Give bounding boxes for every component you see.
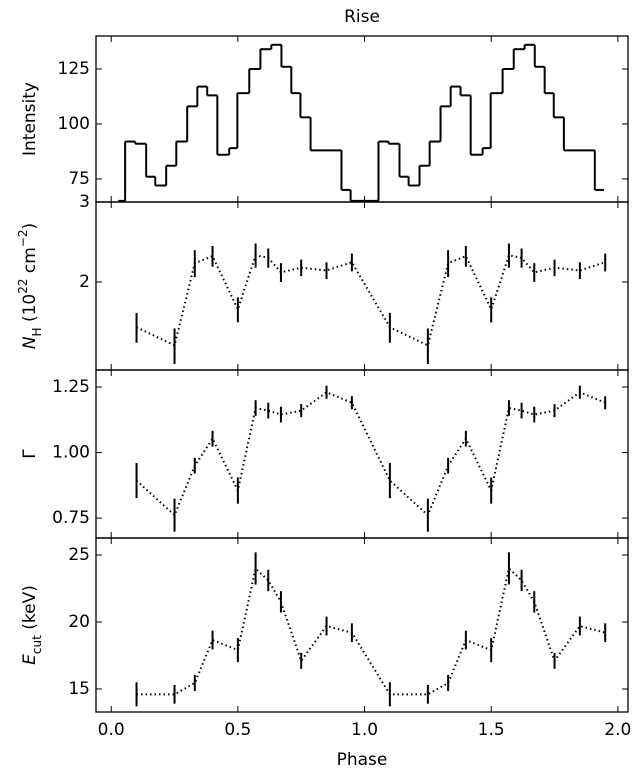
x-axis-label: Phase bbox=[337, 750, 388, 770]
dotted-line bbox=[136, 566, 606, 696]
panel-frame bbox=[95, 537, 629, 713]
x-tick-label: 1.0 bbox=[351, 720, 378, 740]
y-axis-label-part: −2 bbox=[16, 229, 30, 247]
x-tick-label: 0.5 bbox=[224, 720, 251, 740]
x-tick-label: 0.0 bbox=[98, 720, 125, 740]
y-tick-label: 75 bbox=[68, 169, 90, 189]
x-tick-label: 2.0 bbox=[604, 720, 631, 740]
x-tick-label: 1.5 bbox=[478, 720, 505, 740]
y-tick-label: 25 bbox=[68, 545, 90, 565]
chart-title: Rise bbox=[344, 7, 380, 27]
y-axis-label: NH (1022 cm−2) bbox=[16, 223, 44, 349]
y-tick-label: 2 bbox=[79, 272, 90, 292]
y-axis-label-part: cm bbox=[20, 247, 40, 278]
y-axis-label-part: H bbox=[30, 327, 44, 336]
y-axis-label-part: cut bbox=[30, 635, 44, 654]
y-axis-label-part: ) bbox=[20, 223, 40, 230]
y-tick-label: 100 bbox=[58, 114, 90, 134]
y-axis-label: Ecut (keV) bbox=[20, 585, 44, 665]
y-axis-label: Intensity bbox=[20, 82, 40, 156]
y-tick-label: 1.25 bbox=[52, 377, 90, 397]
y-axis-label-part: (10 bbox=[20, 294, 40, 328]
y-axis-label-part: Intensity bbox=[20, 82, 40, 156]
panel-frame bbox=[95, 35, 629, 203]
y-axis-label-part: N bbox=[20, 336, 40, 349]
y-tick-label: 15 bbox=[68, 679, 90, 699]
y-tick-label: 1.00 bbox=[52, 443, 90, 463]
y-axis-label-part: 22 bbox=[16, 278, 30, 293]
y-axis-label-part: (keV) bbox=[20, 585, 40, 635]
y-axis-label-part: Γ bbox=[20, 449, 40, 459]
dotted-line bbox=[135, 391, 606, 517]
y-tick-label: 125 bbox=[58, 59, 90, 79]
panel-frame bbox=[95, 201, 629, 371]
y-axis-label: Γ bbox=[20, 449, 40, 459]
y-tick-label: 20 bbox=[68, 612, 90, 632]
y-tick-label: 3 bbox=[79, 192, 90, 212]
y-tick-label: 0.75 bbox=[52, 508, 90, 528]
y-axis-label-part: E bbox=[20, 654, 40, 665]
